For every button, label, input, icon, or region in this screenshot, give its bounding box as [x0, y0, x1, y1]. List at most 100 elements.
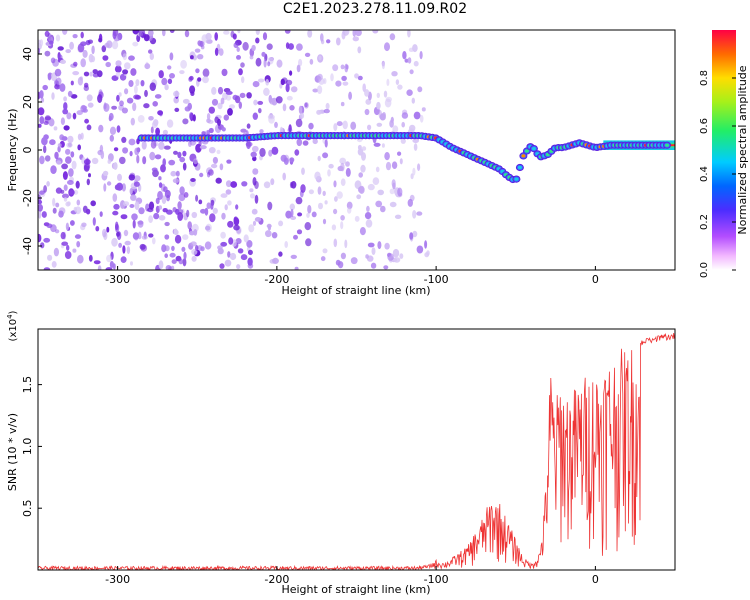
noise-point — [241, 76, 245, 84]
noise-point — [332, 64, 339, 72]
noise-point — [297, 212, 303, 217]
noise-point — [128, 138, 136, 146]
noise-point — [325, 102, 330, 110]
noise-point — [85, 208, 91, 215]
noise-point — [76, 110, 83, 116]
noise-point — [322, 152, 329, 159]
noise-point — [317, 155, 321, 162]
noise-point — [290, 86, 298, 93]
noise-point — [304, 52, 311, 58]
noise-point — [107, 159, 112, 164]
noise-point — [391, 71, 398, 77]
noise-point — [391, 179, 396, 188]
noise-point — [275, 96, 283, 104]
noise-point — [44, 155, 51, 162]
noise-point — [190, 178, 196, 182]
noise-point — [151, 167, 158, 172]
noise-point — [263, 87, 270, 96]
noise-point — [70, 220, 75, 226]
noise-point — [235, 238, 242, 245]
noise-point — [240, 254, 248, 261]
noise-point — [267, 225, 271, 231]
noise-point — [90, 200, 96, 207]
noise-point — [158, 176, 162, 181]
noise-point — [417, 86, 423, 93]
noise-point — [252, 156, 257, 162]
noise-point — [413, 60, 419, 67]
noise-point — [230, 181, 238, 188]
noise-point — [358, 172, 364, 178]
noise-point — [336, 191, 343, 199]
noise-point — [247, 249, 253, 256]
noise-point — [390, 116, 394, 123]
noise-point — [86, 178, 91, 186]
noise-point — [285, 83, 290, 93]
noise-point — [285, 210, 292, 219]
noise-point — [100, 150, 105, 160]
noise-point — [282, 172, 287, 181]
noise-point — [286, 95, 293, 101]
noise-point — [103, 103, 110, 112]
noise-point — [150, 126, 154, 134]
noise-point — [383, 265, 389, 270]
noise-point — [236, 264, 241, 270]
noise-point — [187, 221, 192, 230]
noise-point — [214, 32, 218, 41]
noise-point — [210, 163, 218, 169]
noise-point — [93, 260, 101, 265]
noise-point — [407, 57, 412, 64]
noise-point — [191, 223, 199, 233]
noise-point — [47, 73, 52, 81]
noise-point — [340, 101, 345, 107]
noise-point — [87, 102, 94, 108]
noise-point — [206, 118, 211, 124]
noise-point — [119, 156, 126, 165]
noise-point — [157, 190, 163, 200]
noise-point — [268, 149, 273, 157]
noise-point — [77, 144, 81, 151]
noise-point — [282, 103, 287, 112]
noise-point — [126, 97, 134, 104]
noise-point — [357, 75, 363, 81]
noise-point — [57, 145, 61, 153]
noise-point — [318, 55, 322, 61]
noise-point — [152, 101, 158, 107]
noise-point — [339, 157, 347, 165]
noise-point — [130, 194, 137, 201]
noise-point — [276, 59, 283, 68]
noise-point — [407, 30, 411, 38]
noise-point — [77, 76, 83, 86]
noise-point — [192, 114, 196, 122]
noise-point — [255, 37, 260, 44]
noise-point — [312, 138, 318, 145]
noise-point — [158, 260, 164, 270]
noise-point — [401, 112, 409, 119]
noise-point — [39, 39, 44, 47]
noise-point — [271, 232, 278, 239]
noise-point — [70, 80, 74, 86]
noise-point — [112, 193, 118, 202]
noise-point — [220, 193, 228, 198]
noise-point — [57, 143, 62, 148]
noise-point — [284, 241, 289, 248]
noise-point — [298, 105, 303, 114]
noise-point — [228, 237, 234, 245]
noise-point — [380, 205, 386, 213]
noise-point — [113, 162, 118, 170]
colorbar-tick-label: 0.4 — [699, 166, 710, 182]
noise-point — [195, 245, 199, 251]
noise-point — [365, 219, 373, 228]
noise-point — [397, 187, 403, 197]
noise-point — [158, 205, 162, 210]
noise-point — [252, 81, 260, 88]
noise-point — [70, 94, 78, 99]
noise-point — [55, 202, 60, 208]
noise-point — [221, 212, 226, 220]
noise-point — [157, 110, 164, 116]
noise-point — [121, 183, 126, 192]
noise-point — [140, 80, 145, 87]
noise-point — [113, 203, 120, 210]
spectrogram-x-axis: -300 -200 -100 0 — [105, 266, 599, 286]
noise-point — [352, 30, 357, 37]
